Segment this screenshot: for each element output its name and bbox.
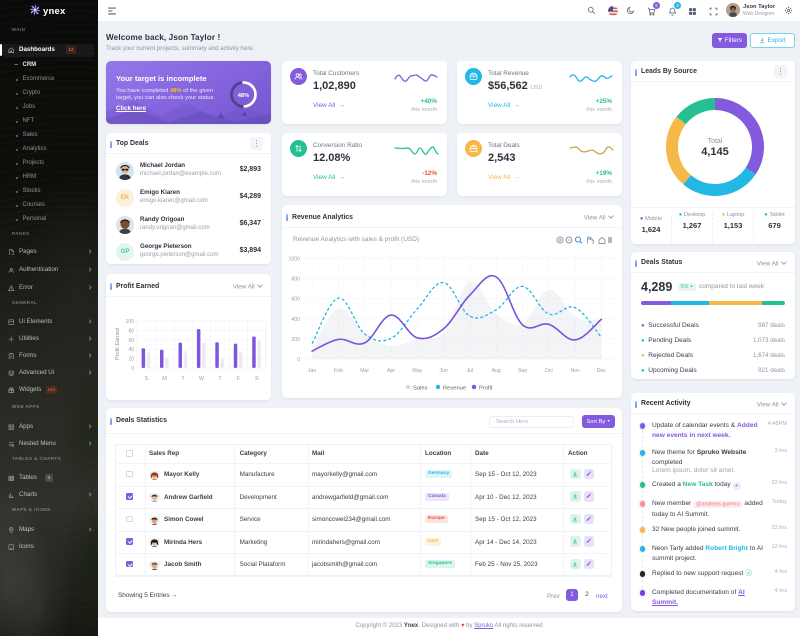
svg-text:S: S: [255, 376, 259, 382]
svg-text:600: 600: [291, 297, 300, 303]
svg-text:0: 0: [131, 366, 134, 372]
svg-text:40: 40: [128, 347, 134, 353]
svg-text:0: 0: [297, 357, 300, 363]
svg-text:Profit Earned: Profit Earned: [115, 328, 121, 360]
svg-text:T: T: [181, 376, 185, 382]
svg-text:Jun: Jun: [439, 368, 447, 374]
svg-text:Sep: Sep: [518, 368, 527, 374]
svg-text:100: 100: [126, 319, 135, 325]
svg-text:80: 80: [128, 328, 134, 334]
svg-text:Nov: Nov: [570, 368, 580, 374]
svg-text:Dec: Dec: [597, 368, 607, 374]
svg-text:60: 60: [128, 338, 134, 344]
svg-text:Revenue: Revenue: [443, 385, 466, 391]
svg-text:200: 200: [291, 337, 300, 343]
svg-text:Sales: Sales: [413, 385, 428, 391]
svg-text:M: M: [162, 376, 167, 382]
svg-text:Feb: Feb: [334, 368, 343, 374]
svg-text:Mar: Mar: [360, 368, 369, 374]
svg-text:T: T: [218, 376, 222, 382]
svg-text:Oct: Oct: [545, 368, 554, 374]
svg-text:1000: 1000: [288, 257, 300, 263]
svg-text:May: May: [412, 368, 422, 374]
svg-text:Apr: Apr: [387, 368, 395, 374]
svg-text:S: S: [144, 376, 148, 382]
svg-text:Total: Total: [708, 138, 723, 145]
svg-text:Jan: Jan: [308, 368, 316, 374]
svg-text:F: F: [237, 376, 241, 382]
svg-text:800: 800: [291, 277, 300, 283]
svg-text:Aug: Aug: [492, 368, 501, 374]
svg-text:4,145: 4,145: [701, 146, 729, 158]
svg-text:Profit: Profit: [479, 385, 493, 391]
svg-text:20: 20: [128, 357, 134, 363]
svg-text:400: 400: [291, 317, 300, 323]
svg-text:48%: 48%: [237, 92, 249, 98]
svg-text:W: W: [199, 376, 205, 382]
svg-text:Jul: Jul: [467, 368, 474, 374]
